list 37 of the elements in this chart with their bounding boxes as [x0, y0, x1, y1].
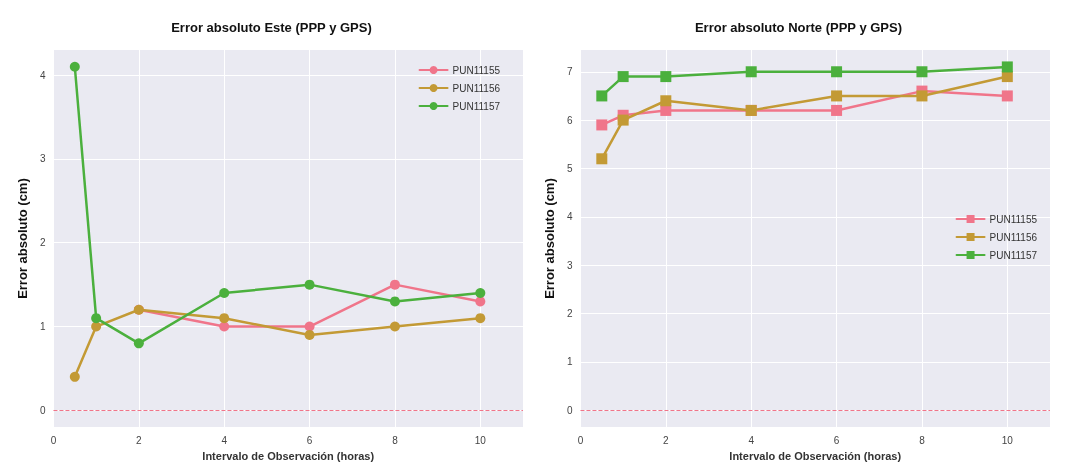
x-axis-title: Intervalo de Observación (horas)	[729, 449, 902, 462]
x-tick-label: 0	[577, 434, 584, 446]
y-tick-label: 4	[39, 69, 46, 81]
y-tick-label: 0	[39, 404, 46, 416]
y-tick-label: 2	[39, 237, 46, 249]
y-tick-label: 0	[566, 404, 573, 416]
y-tick-label: 5	[566, 162, 573, 174]
y-tick-label: 1	[39, 321, 46, 333]
x-axis-title: Intervalo de Observación (horas)	[202, 449, 375, 462]
x-tick-label: 8	[392, 434, 399, 446]
x-tick-label: 4	[748, 434, 755, 446]
legend-label: PUN11156	[989, 231, 1038, 243]
y-tick-label: 1	[566, 356, 573, 368]
x-tick-label: 2	[663, 434, 670, 446]
x-tick-label: 4	[221, 434, 228, 446]
chart-title: Error absoluto Norte (PPP y GPS)	[694, 20, 903, 35]
y-tick-label: 7	[566, 66, 573, 78]
x-tick-label: 8	[919, 434, 926, 446]
x-tick-label: 0	[50, 434, 57, 446]
legend-label: PUN11157	[989, 249, 1038, 261]
y-tick-label: 2	[566, 307, 573, 319]
y-tick-label: 6	[566, 114, 573, 126]
legend-label: PUN11156	[452, 82, 501, 94]
x-tick-label: 10	[1001, 434, 1014, 446]
y-tick-label: 3	[39, 153, 46, 165]
x-tick-label: 2	[136, 434, 143, 446]
y-tick-label: 3	[566, 259, 573, 271]
x-tick-label: 6	[833, 434, 840, 446]
legend-label: PUN11155	[452, 64, 501, 76]
y-axis-title: Error absoluto (cm)	[15, 178, 30, 299]
legend-label: PUN11157	[452, 100, 501, 112]
y-tick-label: 4	[566, 211, 573, 223]
x-tick-label: 6	[306, 434, 313, 446]
legend-label: PUN11155	[989, 213, 1038, 225]
y-axis-title: Error absoluto (cm)	[542, 178, 557, 299]
chart-title: Error absoluto Este (PPP y GPS)	[171, 20, 372, 35]
x-tick-label: 10	[474, 434, 487, 446]
